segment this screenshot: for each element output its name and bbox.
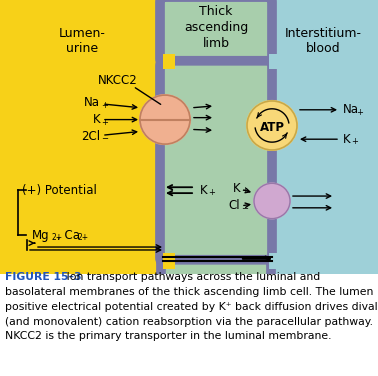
Text: +: +	[208, 188, 215, 197]
Text: −: −	[101, 134, 108, 143]
Text: Lumen-
urine: Lumen- urine	[59, 27, 105, 55]
Text: K: K	[232, 182, 240, 195]
Circle shape	[140, 95, 190, 144]
Text: Na: Na	[84, 96, 100, 109]
Text: +: +	[101, 118, 108, 127]
Text: +: +	[351, 137, 358, 146]
Text: 2Cl: 2Cl	[81, 130, 100, 143]
FancyBboxPatch shape	[161, 260, 271, 279]
Text: 2+: 2+	[52, 233, 63, 242]
Text: , Ca: , Ca	[57, 229, 80, 242]
Text: −: −	[241, 204, 248, 213]
Text: Ion transport pathways across the luminal and: Ion transport pathways across the lumina…	[63, 272, 320, 282]
Text: +: +	[101, 101, 108, 110]
Text: basolateral membranes of the thick ascending limb cell. The lumen: basolateral membranes of the thick ascen…	[5, 287, 373, 297]
Bar	[269, 253, 281, 268]
Text: (+) Potential: (+) Potential	[22, 183, 97, 197]
Text: K: K	[343, 133, 351, 146]
Bar	[163, 54, 175, 68]
Circle shape	[254, 183, 290, 218]
Bar	[163, 253, 175, 268]
Bar	[269, 0, 378, 274]
Text: Interstitium-
blood: Interstitium- blood	[285, 27, 361, 55]
Text: K: K	[200, 183, 208, 197]
Text: +: +	[241, 186, 248, 195]
Text: 2+: 2+	[77, 233, 88, 242]
Text: Thick
ascending
limb: Thick ascending limb	[184, 5, 248, 50]
Text: (and monovalent) cation reabsorption via the paracellular pathway.: (and monovalent) cation reabsorption via…	[5, 317, 373, 326]
Bar	[269, 54, 281, 68]
FancyBboxPatch shape	[160, 61, 272, 263]
Text: K: K	[92, 113, 100, 126]
Text: +: +	[356, 108, 363, 117]
Text: Mg: Mg	[32, 229, 50, 242]
Text: FIGURE 15–3: FIGURE 15–3	[5, 272, 82, 282]
Text: Na: Na	[343, 103, 359, 116]
Text: positive electrical potential created by K⁺ back diffusion drives divalent: positive electrical potential created by…	[5, 302, 378, 312]
Text: ATP: ATP	[260, 121, 285, 134]
Circle shape	[247, 101, 297, 150]
FancyBboxPatch shape	[160, 0, 272, 64]
Bar	[0, 0, 163, 274]
Text: Cl: Cl	[228, 199, 240, 212]
Bar	[163, 0, 269, 274]
Text: NKCC2 is the primary transporter in the luminal membrane.: NKCC2 is the primary transporter in the …	[5, 331, 332, 341]
Text: NKCC2: NKCC2	[98, 74, 138, 87]
